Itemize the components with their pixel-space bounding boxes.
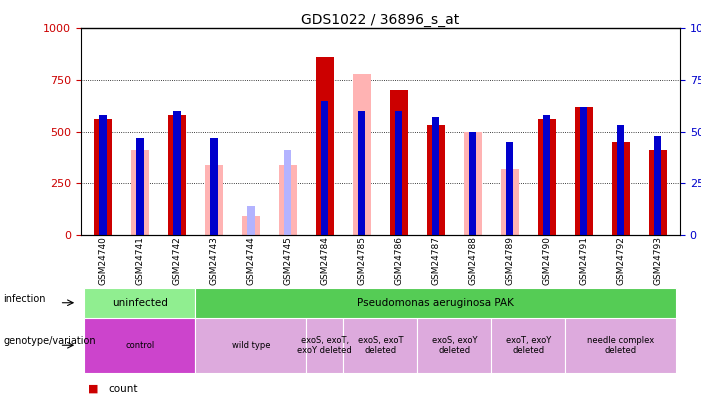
Text: GSM24792: GSM24792: [616, 237, 625, 286]
Text: wild type: wild type: [231, 341, 270, 350]
Bar: [315, 57, 334, 235]
Bar: [321, 101, 329, 235]
Bar: [417, 318, 491, 373]
Bar: [426, 126, 445, 235]
Bar: [543, 115, 550, 235]
Bar: [580, 107, 587, 235]
Text: control: control: [125, 341, 154, 350]
Bar: [284, 150, 292, 235]
Bar: [395, 111, 402, 235]
Text: exoT, exoY
deleted: exoT, exoY deleted: [505, 336, 551, 355]
Bar: [353, 74, 371, 235]
Text: exoS, exoT,
exoY deleted: exoS, exoT, exoY deleted: [297, 336, 352, 355]
Bar: [358, 111, 365, 235]
Bar: [242, 216, 260, 235]
Bar: [210, 138, 217, 235]
Bar: [491, 318, 565, 373]
Bar: [136, 138, 144, 235]
Bar: [93, 119, 112, 235]
Text: count: count: [109, 384, 138, 394]
Text: genotype/variation: genotype/variation: [4, 336, 96, 346]
Text: GSM24740: GSM24740: [98, 237, 107, 286]
Text: GSM24784: GSM24784: [320, 237, 329, 286]
Bar: [99, 115, 107, 235]
Bar: [432, 117, 440, 235]
Bar: [390, 90, 408, 235]
Bar: [196, 288, 676, 318]
Bar: [84, 318, 196, 373]
Text: GSM24793: GSM24793: [653, 237, 662, 286]
Bar: [343, 318, 417, 373]
Text: GSM24744: GSM24744: [246, 237, 255, 285]
Bar: [648, 150, 667, 235]
Bar: [247, 206, 254, 235]
Bar: [506, 142, 514, 235]
Title: GDS1022 / 36896_s_at: GDS1022 / 36896_s_at: [301, 13, 459, 27]
Text: GSM24742: GSM24742: [172, 237, 182, 285]
Text: exoS, exoT
deleted: exoS, exoT deleted: [358, 336, 403, 355]
Text: uninfected: uninfected: [112, 298, 168, 308]
Bar: [538, 119, 556, 235]
Text: ■: ■: [88, 384, 98, 394]
Text: GSM24787: GSM24787: [431, 237, 440, 286]
Text: GSM24791: GSM24791: [579, 237, 588, 286]
Bar: [463, 132, 482, 235]
Text: GSM24786: GSM24786: [394, 237, 403, 286]
Text: GSM24743: GSM24743: [210, 237, 218, 286]
Bar: [306, 318, 343, 373]
Bar: [617, 126, 625, 235]
Text: GSM24741: GSM24741: [135, 237, 144, 286]
Bar: [278, 165, 297, 235]
Bar: [168, 115, 186, 235]
Text: GSM24789: GSM24789: [505, 237, 515, 286]
Bar: [501, 169, 519, 235]
Bar: [196, 318, 306, 373]
Bar: [611, 142, 630, 235]
Bar: [565, 318, 676, 373]
Text: needle complex
deleted: needle complex deleted: [587, 336, 655, 355]
Text: GSM24788: GSM24788: [468, 237, 477, 286]
Bar: [130, 150, 149, 235]
Text: Pseudomonas aeruginosa PAK: Pseudomonas aeruginosa PAK: [358, 298, 515, 308]
Text: exoS, exoY
deleted: exoS, exoY deleted: [432, 336, 477, 355]
Bar: [173, 111, 181, 235]
Text: GSM24790: GSM24790: [543, 237, 551, 286]
Bar: [84, 288, 196, 318]
Text: GSM24785: GSM24785: [358, 237, 367, 286]
Bar: [469, 132, 477, 235]
Bar: [205, 165, 223, 235]
Text: infection: infection: [4, 294, 46, 304]
Bar: [575, 107, 593, 235]
Text: GSM24745: GSM24745: [283, 237, 292, 286]
Bar: [654, 136, 662, 235]
Bar: [506, 142, 514, 235]
